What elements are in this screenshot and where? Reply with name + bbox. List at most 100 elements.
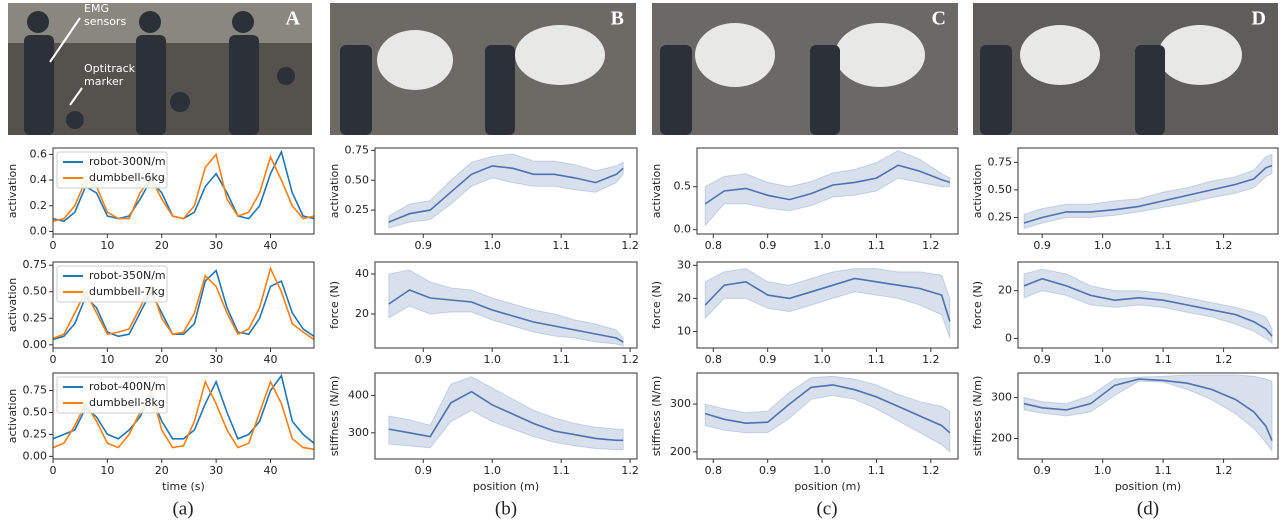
plot-frame — [52, 147, 315, 235]
y-tick-label: 0.75 — [988, 155, 1013, 168]
y-axis-label: activation — [6, 389, 19, 444]
y-tick-label: 0.25 — [988, 210, 1013, 223]
panel-caption: (a) — [172, 498, 193, 519]
x-tick-label: 1.0 — [1094, 239, 1112, 252]
x-tick-label: 30 — [209, 239, 223, 252]
y-axis-label: activation — [6, 278, 19, 333]
y-tick-label: 0.50 — [988, 183, 1013, 196]
y-axis-label: force (N) — [328, 281, 341, 329]
chart: 0.8 0.9 1.0 1.1 1.2 200 300 stiffness (N/m) posi… — [650, 372, 959, 493]
y-tick-label: 0.50 — [23, 285, 48, 298]
x-tick-label: 0 — [50, 464, 57, 477]
x-tick-label: 0.9 — [415, 239, 433, 252]
legend-box — [56, 265, 168, 303]
x-tick-label: 1.0 — [813, 239, 831, 252]
plot-frame — [374, 147, 638, 235]
legend-box — [56, 151, 168, 189]
y-axis-label: activation — [328, 164, 341, 219]
x-tick-label: 1.1 — [552, 464, 570, 477]
y-tick-label: 0.75 — [23, 384, 48, 397]
std-band — [704, 375, 951, 453]
x-tick-label: 1.1 — [868, 464, 886, 477]
x-tick-label: 1.1 — [868, 353, 886, 366]
y-tick-label: 20 — [355, 307, 369, 320]
x-tick-label: 0 — [50, 239, 57, 252]
y-tick-label: 200 — [991, 432, 1012, 445]
panel-caption: (d) — [1137, 498, 1159, 519]
series-line — [704, 384, 951, 434]
std-band — [388, 269, 624, 347]
y-tick-label: 0.2 — [30, 199, 48, 212]
x-tick-label: 10 — [100, 353, 114, 366]
x-tick-label: 1.0 — [483, 239, 501, 252]
photo-annotation: Optitrack — [84, 62, 136, 75]
x-tick-label: 10 — [100, 239, 114, 252]
chart: 0.9 1.0 1.1 1.2 0.25 0.50 0.75 activation — [971, 147, 1279, 252]
photo-annotation: marker — [84, 75, 124, 88]
y-axis-label: activation — [650, 164, 663, 219]
x-tick-label: 10 — [100, 464, 114, 477]
x-tick-label: 1.1 — [1154, 353, 1172, 366]
x-tick-label: 1.0 — [1094, 464, 1112, 477]
y-tick-label: 0.25 — [23, 311, 48, 324]
x-tick-label: 1.2 — [621, 353, 639, 366]
x-tick-label: 40 — [264, 239, 278, 252]
plot-frame — [374, 372, 638, 460]
plot-frame — [1017, 147, 1279, 235]
x-tick-label: 1.0 — [483, 464, 501, 477]
robot-silhouettes — [377, 23, 1242, 90]
y-tick-label: 20 — [998, 284, 1012, 297]
x-tick-label: 40 — [264, 353, 278, 366]
y-axis-label: force (N) — [971, 281, 984, 329]
chart: 0 10 20 30 40 0.0 0.2 0.4 0.6 activation robot-300… — [6, 147, 315, 252]
x-tick-label: 1.2 — [1215, 353, 1233, 366]
x-tick-label: 1.1 — [1154, 239, 1172, 252]
x-axis-label: position (m) — [1115, 480, 1181, 493]
x-tick-label: 20 — [155, 464, 169, 477]
panel-caption: (c) — [816, 498, 837, 519]
series-line — [1023, 164, 1273, 224]
plot-frame — [52, 261, 315, 349]
x-axis-label: position (m) — [794, 480, 860, 493]
plot-frame — [52, 372, 315, 460]
x-tick-label: 1.2 — [922, 464, 940, 477]
x-tick-label: 0.9 — [759, 464, 777, 477]
chart: 0.9 1.0 1.1 1.2 20 40 force (N) — [328, 261, 639, 366]
y-tick-label: 0.0 — [30, 224, 48, 237]
x-axis-label: time (s) — [162, 480, 205, 493]
chart: 0 10 20 30 40 0.00 0.25 0.50 0.75 activation time … — [6, 372, 315, 493]
y-tick-label: 300 — [991, 391, 1012, 404]
series-line — [53, 373, 314, 444]
plot-frame — [696, 147, 959, 235]
x-tick-label: 1.0 — [813, 464, 831, 477]
x-tick-label: 0 — [50, 353, 57, 366]
chart: 0.9 1.0 1.1 1.2 200 300 stiffness (N/m) positio… — [971, 372, 1279, 493]
photos — [8, 3, 1278, 135]
photo-annotation: EMG — [84, 2, 109, 15]
y-axis-label: activation — [6, 164, 19, 219]
panel-letter: A — [286, 8, 301, 30]
x-tick-label: 20 — [155, 353, 169, 366]
y-tick-label: 0.75 — [345, 143, 370, 156]
x-tick-label: 0.8 — [705, 353, 723, 366]
x-tick-label: 0.9 — [1033, 353, 1051, 366]
std-band — [388, 153, 624, 229]
legend-label: dumbbell-7kg — [89, 285, 165, 298]
std-band — [704, 268, 951, 339]
x-tick-label: 0.9 — [1033, 464, 1051, 477]
photo-annotation: sensors — [84, 15, 126, 28]
y-axis-label: stiffness (N/m) — [328, 376, 341, 457]
series-line — [1023, 277, 1273, 337]
x-tick-label: 0.9 — [1033, 239, 1051, 252]
y-tick-label: 0.6 — [30, 147, 48, 160]
y-tick-label: 0.00 — [23, 449, 48, 462]
std-band — [1023, 374, 1273, 453]
x-tick-label: 40 — [264, 464, 278, 477]
x-tick-label: 1.2 — [1215, 464, 1233, 477]
x-tick-label: 0.8 — [705, 239, 723, 252]
plot-frame — [1017, 372, 1279, 460]
x-tick-label: 20 — [155, 239, 169, 252]
plot-frame — [374, 261, 638, 349]
plot-frame — [696, 372, 959, 460]
x-tick-label: 1.2 — [621, 239, 639, 252]
